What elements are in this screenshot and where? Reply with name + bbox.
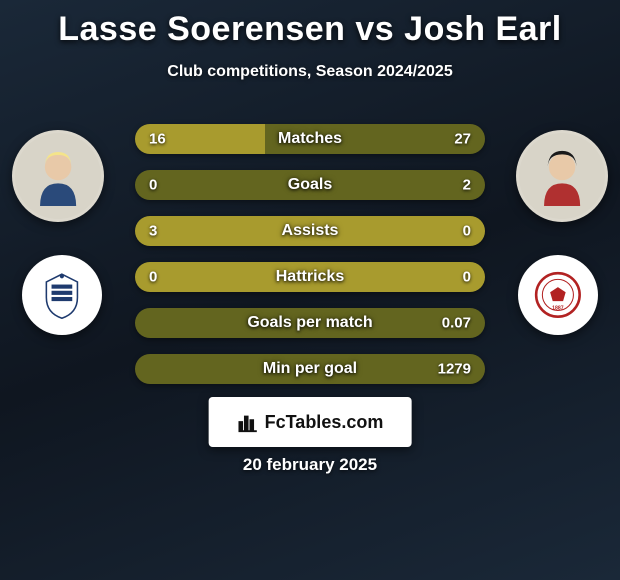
bar-right-fill (135, 354, 485, 384)
svg-text:1887: 1887 (552, 305, 564, 311)
stat-bars: Matches1627 Goals02 Assists30 Hattricks00 Go… (135, 124, 485, 400)
club-left-badge (22, 255, 102, 335)
bar-right-fill (265, 124, 486, 154)
stat-row: Min per goal1279 (135, 354, 485, 384)
subtitle: Club competitions, Season 2024/2025 (0, 63, 620, 81)
player-right-avatar (516, 130, 608, 222)
bar-track (135, 354, 485, 384)
brand-label: FcTables.com (265, 412, 384, 433)
bar-right-fill (135, 308, 485, 338)
bar-track (135, 216, 485, 246)
bar-right-fill (135, 170, 485, 200)
bar-track (135, 308, 485, 338)
bar-track (135, 170, 485, 200)
page-title: Lasse Soerensen vs Josh Earl (0, 10, 620, 49)
player-left-avatar (12, 130, 104, 222)
bar-left-fill (135, 216, 485, 246)
stat-row: Goals02 (135, 170, 485, 200)
comparison-card: Lasse Soerensen vs Josh Earl Club compet… (0, 0, 620, 81)
bar-left-fill (135, 124, 265, 154)
stat-row: Assists30 (135, 216, 485, 246)
bar-track (135, 124, 485, 154)
club-right-badge: 1887 (518, 255, 598, 335)
crest-icon: 1887 (532, 269, 584, 321)
stat-row: Matches1627 (135, 124, 485, 154)
stat-row: Goals per match0.07 (135, 308, 485, 338)
date-label: 20 february 2025 (0, 455, 620, 475)
stat-row: Hattricks00 (135, 262, 485, 292)
bar-left-fill (135, 262, 485, 292)
bar-chart-icon (237, 411, 259, 433)
brand-badge[interactable]: FcTables.com (209, 397, 412, 447)
bar-track (135, 262, 485, 292)
person-icon (532, 146, 592, 206)
crest-icon (36, 269, 88, 321)
person-icon (28, 146, 88, 206)
